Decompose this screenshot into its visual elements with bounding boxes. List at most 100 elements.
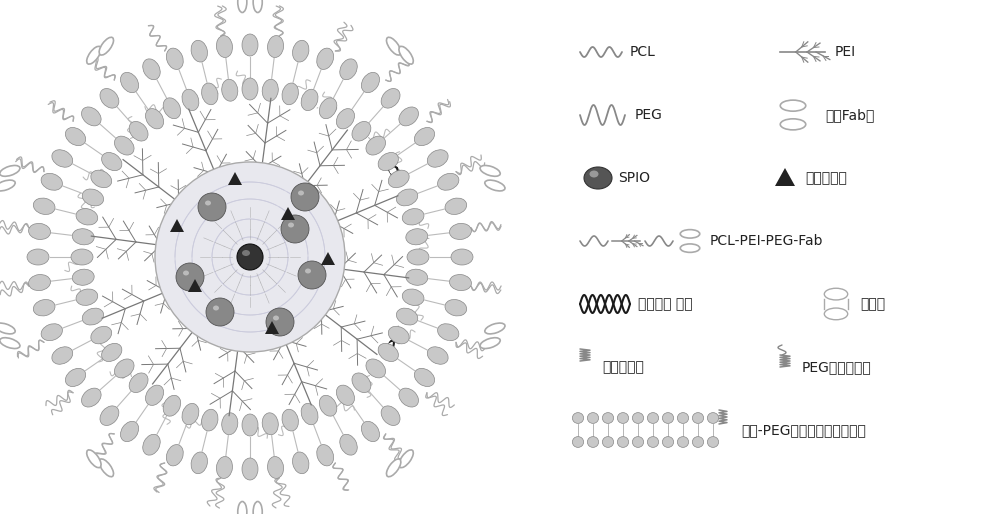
Ellipse shape <box>183 270 189 276</box>
Ellipse shape <box>602 413 614 424</box>
Ellipse shape <box>222 413 238 435</box>
Ellipse shape <box>617 413 629 424</box>
Polygon shape <box>281 207 295 220</box>
Ellipse shape <box>587 413 599 424</box>
Ellipse shape <box>102 153 122 171</box>
Ellipse shape <box>282 83 298 105</box>
Polygon shape <box>265 321 279 334</box>
Ellipse shape <box>680 230 700 238</box>
Ellipse shape <box>262 413 278 435</box>
Text: SPIO: SPIO <box>618 171 650 185</box>
Ellipse shape <box>399 46 413 64</box>
Text: PEG: PEG <box>635 108 663 122</box>
Ellipse shape <box>677 436 689 447</box>
Circle shape <box>206 298 234 326</box>
Ellipse shape <box>319 395 337 416</box>
Ellipse shape <box>406 269 428 285</box>
Ellipse shape <box>182 403 199 425</box>
Ellipse shape <box>268 456 284 479</box>
Polygon shape <box>188 279 202 292</box>
Ellipse shape <box>632 436 644 447</box>
Ellipse shape <box>0 338 20 348</box>
Ellipse shape <box>27 249 49 265</box>
Ellipse shape <box>282 409 298 431</box>
Ellipse shape <box>143 434 160 455</box>
Ellipse shape <box>677 413 689 424</box>
Ellipse shape <box>396 189 418 206</box>
Ellipse shape <box>707 436 719 447</box>
Ellipse shape <box>242 78 258 100</box>
Text: 抗体Fab段: 抗体Fab段 <box>825 108 874 122</box>
Ellipse shape <box>114 136 134 155</box>
Ellipse shape <box>449 274 471 290</box>
Polygon shape <box>321 252 335 265</box>
Ellipse shape <box>366 136 386 155</box>
Ellipse shape <box>647 436 659 447</box>
Ellipse shape <box>87 46 101 64</box>
Polygon shape <box>228 172 242 185</box>
Circle shape <box>281 215 309 243</box>
Ellipse shape <box>692 436 704 447</box>
Ellipse shape <box>293 40 309 62</box>
Ellipse shape <box>572 436 584 447</box>
Ellipse shape <box>268 35 284 58</box>
Ellipse shape <box>361 421 380 442</box>
Ellipse shape <box>100 406 119 426</box>
Ellipse shape <box>102 343 122 361</box>
Ellipse shape <box>262 79 278 101</box>
Ellipse shape <box>213 305 219 310</box>
Circle shape <box>237 244 263 270</box>
Ellipse shape <box>238 502 247 514</box>
Ellipse shape <box>87 450 101 468</box>
Ellipse shape <box>166 48 183 69</box>
Ellipse shape <box>82 189 104 206</box>
Ellipse shape <box>191 40 207 62</box>
Ellipse shape <box>120 421 139 442</box>
Ellipse shape <box>202 409 218 431</box>
Ellipse shape <box>361 72 380 93</box>
Circle shape <box>298 261 326 289</box>
Ellipse shape <box>381 88 400 108</box>
Ellipse shape <box>242 414 258 436</box>
Ellipse shape <box>33 300 55 316</box>
Ellipse shape <box>480 166 500 176</box>
Ellipse shape <box>378 343 398 361</box>
Ellipse shape <box>396 308 418 325</box>
Ellipse shape <box>780 119 806 130</box>
Ellipse shape <box>301 89 318 111</box>
Ellipse shape <box>29 274 51 290</box>
Ellipse shape <box>707 413 719 424</box>
Ellipse shape <box>399 450 413 468</box>
Ellipse shape <box>445 198 467 214</box>
Ellipse shape <box>114 359 134 378</box>
Ellipse shape <box>399 107 418 126</box>
Ellipse shape <box>273 316 279 321</box>
Ellipse shape <box>584 167 612 189</box>
Ellipse shape <box>388 170 409 188</box>
Ellipse shape <box>602 436 614 447</box>
Ellipse shape <box>451 249 473 265</box>
Circle shape <box>291 183 319 211</box>
Ellipse shape <box>33 198 55 214</box>
Ellipse shape <box>366 359 386 378</box>
Ellipse shape <box>680 244 700 252</box>
Ellipse shape <box>438 173 459 190</box>
Ellipse shape <box>319 98 337 119</box>
Polygon shape <box>170 219 184 232</box>
Ellipse shape <box>293 452 309 474</box>
Ellipse shape <box>216 456 232 479</box>
Ellipse shape <box>242 250 250 256</box>
Ellipse shape <box>386 38 401 55</box>
Ellipse shape <box>647 413 659 424</box>
Ellipse shape <box>72 229 94 245</box>
Ellipse shape <box>288 223 294 228</box>
Ellipse shape <box>824 288 848 300</box>
Ellipse shape <box>317 445 334 466</box>
Ellipse shape <box>29 224 51 240</box>
Ellipse shape <box>120 72 139 93</box>
Ellipse shape <box>414 127 435 145</box>
Ellipse shape <box>129 121 148 141</box>
Ellipse shape <box>386 459 401 476</box>
Ellipse shape <box>191 452 207 474</box>
Text: PEI: PEI <box>835 45 856 59</box>
